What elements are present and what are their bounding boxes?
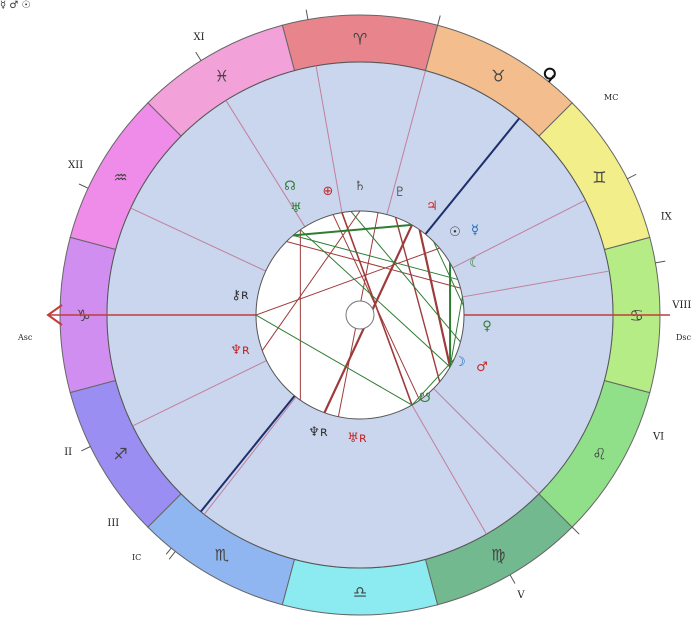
sign-glyph: ♊ bbox=[592, 168, 606, 187]
sign-glyph: ♉ bbox=[491, 67, 505, 86]
planet-glyph: ☾ bbox=[469, 256, 481, 271]
cusp-tick bbox=[168, 551, 176, 560]
aspect-line bbox=[449, 296, 463, 368]
planet-glyph: ☊ bbox=[284, 179, 296, 194]
corner-glyphs: ☿ ♂ ☉ bbox=[0, 0, 31, 11]
zodiac-ring: ♈♓♒♑♐♏♎♍♌♋♊♉ bbox=[59, 14, 661, 616]
house-label: XI bbox=[193, 32, 204, 43]
sign-glyph: ♍ bbox=[491, 545, 505, 564]
planet-glyph: ⊕ bbox=[323, 184, 334, 199]
sign-glyph: ♐ bbox=[113, 444, 127, 463]
cusp-line bbox=[132, 360, 267, 427]
planet-glyph: ☋ bbox=[419, 391, 431, 406]
cusp-tick bbox=[437, 15, 441, 26]
house-label: IX bbox=[661, 211, 673, 222]
house-label: II bbox=[64, 447, 72, 458]
sign-glyph: ♈ bbox=[353, 30, 367, 49]
planet-glyph: ♆ʀ bbox=[230, 343, 250, 358]
planet-glyph: ♅ʀ bbox=[347, 431, 367, 446]
sign-glyph: ♓ bbox=[215, 67, 229, 86]
cusp-tick bbox=[305, 9, 309, 20]
center-circle bbox=[345, 300, 375, 330]
cusp-line bbox=[203, 396, 297, 515]
planet-glyph: ☉ bbox=[449, 225, 461, 240]
aspect-line bbox=[299, 229, 451, 368]
planet-glyph: ♀ bbox=[482, 319, 492, 334]
cusp-tick bbox=[627, 173, 637, 180]
cusp-line bbox=[386, 70, 426, 215]
house-label: III bbox=[107, 518, 119, 529]
aspect-line bbox=[350, 211, 461, 343]
aspect-line bbox=[256, 247, 441, 316]
house-label: VI bbox=[652, 432, 664, 443]
cusp-tick bbox=[655, 260, 666, 264]
house-label: V bbox=[516, 590, 525, 601]
cusp-line bbox=[452, 199, 586, 269]
mc-label: MC bbox=[604, 93, 618, 102]
cusp-line bbox=[315, 65, 343, 213]
aspect-line bbox=[292, 223, 413, 237]
aspect-line bbox=[411, 358, 455, 406]
aspect-line bbox=[261, 211, 361, 352]
ic-axis bbox=[200, 395, 296, 513]
cusp-tick bbox=[509, 574, 516, 584]
aspect-line bbox=[433, 240, 464, 307]
mc-axis bbox=[424, 117, 520, 235]
cusp-tick bbox=[81, 446, 91, 452]
cusp-line bbox=[411, 404, 487, 535]
planet-glyph: ♄ bbox=[354, 179, 366, 194]
dsc-label: Dsc bbox=[676, 333, 692, 342]
chart-labels: Asc Dsc MC IC bbox=[17, 93, 692, 562]
cusp-tick bbox=[78, 183, 89, 189]
sign-glyph: ♎ bbox=[353, 583, 367, 602]
asc-arrow bbox=[46, 304, 63, 326]
aspect-line bbox=[394, 216, 441, 383]
ic-tick bbox=[165, 547, 172, 555]
planet-glyph: ☽ bbox=[454, 355, 466, 370]
planet-glyph: ♂ bbox=[476, 360, 488, 375]
house-label: XII bbox=[68, 160, 83, 171]
sign-glyph: ♏ bbox=[215, 545, 229, 564]
cusp-tick bbox=[571, 526, 580, 535]
cusp-line bbox=[462, 270, 610, 298]
planet-glyph: ⚷ʀ bbox=[231, 288, 249, 303]
sign-glyph: ♒ bbox=[113, 168, 127, 187]
cusp-tick bbox=[195, 51, 202, 61]
asc-label: Asc bbox=[17, 333, 33, 342]
sign-glyph: ♌ bbox=[592, 444, 606, 463]
house-label: VIII bbox=[671, 300, 691, 311]
mc-marker bbox=[543, 67, 556, 80]
planet-glyph: ♆ʀ bbox=[308, 425, 328, 440]
planet-glyphs: ☊ ♅ ⊕ ♄ ♇ ♃ ☉ ☿ ☾ ♀ ☽ ♂ ☋ ♅ʀ ♆ʀ ♆ʀ ⚷ʀ bbox=[230, 179, 492, 446]
planet-glyph: ☿ bbox=[471, 223, 479, 238]
chart-axes bbox=[46, 67, 670, 555]
cusp-line bbox=[130, 207, 266, 272]
cusp-line bbox=[225, 100, 306, 228]
aspect-line bbox=[418, 228, 452, 369]
planet-glyph: ♅ bbox=[290, 201, 302, 216]
aspect-line bbox=[256, 314, 413, 406]
aspect-line bbox=[285, 240, 461, 289]
planet-glyph: ♇ bbox=[394, 185, 406, 200]
aspect-line bbox=[292, 234, 459, 280]
ic-label: IC bbox=[132, 553, 141, 562]
cusp-line bbox=[433, 388, 540, 495]
aspect-line bbox=[332, 214, 421, 401]
planet-glyph: ♃ bbox=[426, 199, 438, 214]
